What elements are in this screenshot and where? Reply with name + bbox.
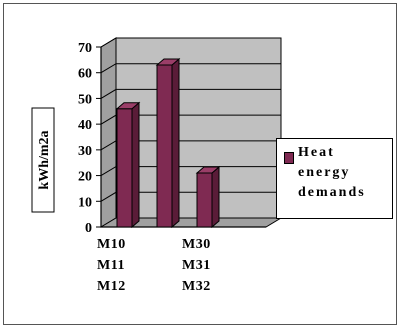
bar [156, 64, 173, 228]
y-tick-label: 30 [78, 144, 92, 159]
plot-side-wall [100, 37, 117, 228]
legend-label-line: Heat [298, 145, 335, 160]
y-tick-label: 10 [78, 195, 92, 210]
gridline [100, 191, 281, 202]
bar-side [211, 165, 220, 229]
gridline [100, 63, 281, 74]
x-tick-label: M10 [97, 237, 126, 252]
y-tick-label: 40 [78, 118, 92, 133]
x-tick-label: M31 [182, 258, 211, 273]
y-tick-label: 70 [78, 41, 92, 56]
gridline [100, 37, 281, 48]
bar [196, 172, 213, 228]
gridline [100, 140, 281, 151]
x-tick-label: M30 [182, 237, 211, 252]
bar-top [155, 58, 181, 66]
x-tick-label: M11 [97, 258, 125, 273]
legend-swatch [284, 152, 294, 164]
y-axis-label-box [31, 107, 55, 213]
bar-side [131, 101, 140, 229]
legend-label-line: demands [298, 185, 366, 200]
y-tick-label: 50 [78, 92, 92, 107]
legend-label: Heat energy demands [298, 143, 390, 203]
y-axis-label: kWh/m2a [37, 130, 52, 189]
gridline [100, 166, 281, 177]
gridline [100, 88, 281, 99]
y-tick-label: 20 [78, 170, 92, 185]
bar-top [115, 102, 141, 110]
y-tick-label: 60 [78, 67, 92, 82]
bar-top [195, 166, 221, 174]
gridline [100, 114, 281, 125]
legend: Heat energy demands [276, 138, 393, 219]
legend-label-line: energy [298, 165, 351, 180]
x-tick-label: M32 [182, 279, 211, 294]
bar-side [171, 57, 180, 229]
bar [116, 108, 133, 228]
y-tick-label: 0 [85, 221, 92, 236]
x-tick-label: M12 [97, 279, 126, 294]
